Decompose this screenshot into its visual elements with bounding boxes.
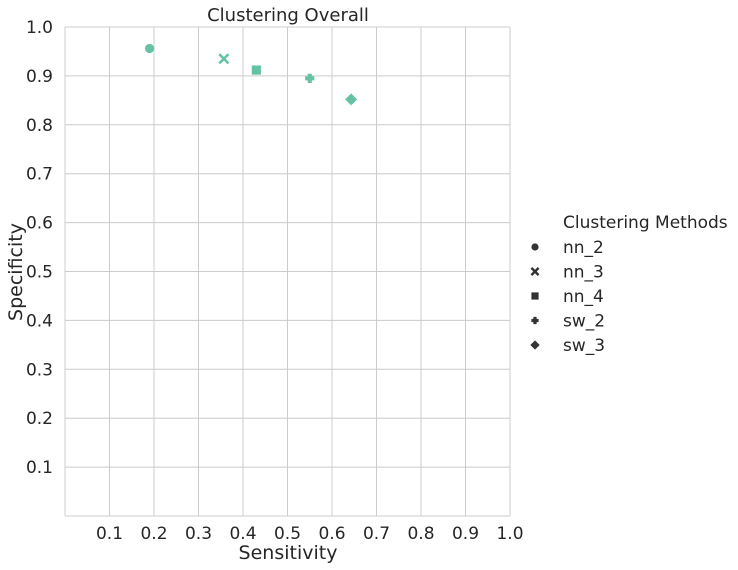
y-tick-label: 0.1 (26, 458, 53, 478)
data-point-nn_3 (218, 53, 230, 65)
y-tick-label: 0.4 (26, 311, 53, 331)
x-tick-label: 0.4 (229, 524, 256, 544)
legend: Clustering Methods nn_2 nn_3 nn_4 sw_2 sw_3 (530, 213, 728, 356)
x-axis-label: Sensitivity (239, 542, 338, 564)
data-point-nn_2 (144, 43, 155, 54)
legend-label-nn_4: nn_4 (563, 287, 604, 307)
legend-marker-sw_3 (530, 340, 540, 350)
x-tick-label: 1.0 (496, 524, 523, 544)
y-tick-label: 0.2 (26, 409, 53, 429)
legend-marker-sw_2 (531, 316, 539, 325)
x-tick-label: 0.7 (363, 524, 390, 544)
grid-layer (65, 26, 511, 516)
legend-label-nn_2: nn_2 (563, 238, 604, 258)
x-tick-label: 0.8 (407, 524, 434, 544)
y-tick-label: 0.7 (26, 165, 53, 185)
legend-label-nn_3: nn_3 (563, 263, 604, 283)
legend-label-sw_2: sw_2 (563, 312, 605, 332)
data-point-sw_2 (305, 73, 315, 83)
chart-title: Clustering Overall (207, 5, 369, 26)
x-tick-labels: 0.1 0.2 0.3 0.4 0.5 0.6 0.7 0.8 0.9 1.0 (96, 524, 524, 544)
x-tick-label: 0.5 (274, 524, 301, 544)
x-tick-label: 0.2 (140, 524, 167, 544)
legend-title: Clustering Methods (563, 213, 728, 233)
data-point-nn_4 (251, 65, 261, 75)
y-axis-label: Specificity (5, 223, 27, 321)
x-tick-label: 0.9 (452, 524, 479, 544)
y-tick-labels: 0.1 0.2 0.3 0.4 0.5 0.6 0.7 0.8 0.9 1.0 (26, 18, 53, 478)
legend-items: nn_2 nn_3 nn_4 sw_2 sw_3 (530, 238, 605, 356)
data-point-sw_3 (345, 93, 358, 106)
y-tick-label: 1.0 (26, 18, 53, 38)
y-tick-label: 0.8 (26, 116, 53, 136)
y-tick-label: 0.5 (26, 263, 53, 283)
legend-marker-nn_3 (530, 267, 540, 276)
legend-marker-nn_4 (531, 292, 539, 300)
legend-marker-nn_2 (531, 243, 539, 251)
y-tick-label: 0.9 (26, 67, 53, 87)
y-tick-label: 0.3 (26, 360, 53, 380)
x-tick-label: 0.1 (96, 524, 123, 544)
legend-label-sw_3: sw_3 (563, 336, 605, 356)
x-tick-label: 0.6 (318, 524, 345, 544)
data-points (144, 43, 358, 106)
x-tick-label: 0.3 (185, 524, 212, 544)
y-tick-label: 0.6 (26, 214, 53, 234)
axis-spines (64, 27, 510, 517)
